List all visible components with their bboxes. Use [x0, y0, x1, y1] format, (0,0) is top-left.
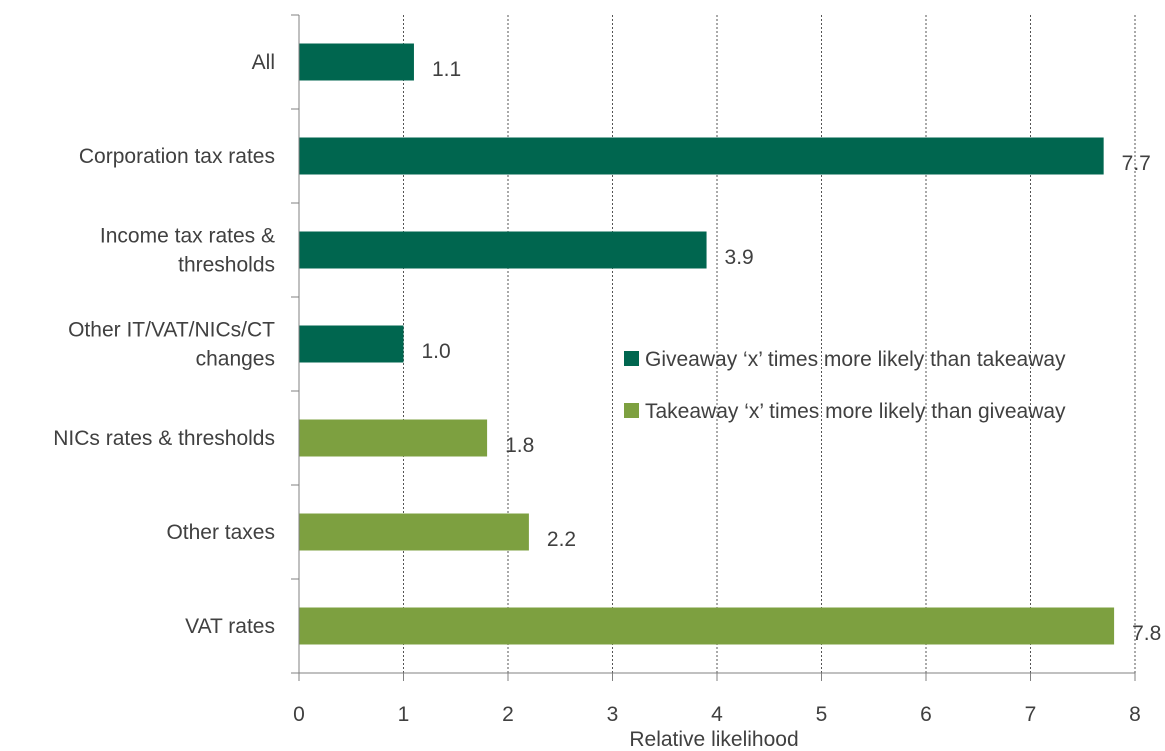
data-label: 2.2: [547, 528, 576, 551]
category-label: Other IT/VAT/NICs/CT changes: [68, 319, 275, 371]
x-tick-label: 3: [607, 703, 619, 726]
category-label: Corporation tax rates: [79, 145, 275, 168]
legend: Giveaway ‘x’ times more likely than take…: [624, 348, 1066, 423]
category-label: NICs rates & thresholds: [53, 427, 275, 450]
x-tick-label: 0: [293, 703, 305, 726]
data-label: 1.1: [432, 58, 461, 81]
legend-entry: Giveaway ‘x’ times more likely than take…: [645, 348, 1066, 371]
x-tick-label: 5: [816, 703, 828, 726]
data-label: 7.8: [1132, 622, 1161, 645]
category-label: Income tax rates & thresholds: [100, 225, 275, 277]
bar: [299, 137, 1104, 175]
data-label: 7.7: [1122, 152, 1151, 175]
bar: [299, 231, 707, 269]
bars: [299, 43, 1115, 645]
x-tick-label: 4: [711, 703, 723, 726]
bar: [299, 325, 404, 363]
category-label: Other taxes: [166, 521, 275, 544]
data-label: 3.9: [725, 246, 754, 269]
category-label: VAT rates: [185, 615, 275, 638]
labels: 0 1 2 3 4 5 6 7 8 All 1.1 Corporation tax rates 7.7 I…: [53, 51, 1161, 726]
legend-swatch: [624, 403, 639, 418]
gridlines: [403, 15, 1136, 673]
bar: [299, 513, 529, 551]
data-label: 1.8: [505, 434, 534, 457]
x-axis-title: Relative likelihood: [629, 728, 798, 751]
bar: [299, 419, 488, 457]
category-label: All: [252, 51, 275, 74]
bar: [299, 43, 414, 81]
data-label: 1.0: [422, 340, 451, 363]
bar: [299, 607, 1115, 645]
axes: [291, 14, 1136, 681]
x-tick-label: 8: [1129, 703, 1141, 726]
legend-entry: Takeaway ‘x’ times more likely than give…: [645, 400, 1066, 423]
x-tick-label: 2: [502, 703, 514, 726]
legend-swatch: [624, 351, 639, 366]
x-tick-label: 6: [920, 703, 932, 726]
x-tick-label: 1: [398, 703, 410, 726]
x-tick-label: 7: [1025, 703, 1037, 726]
